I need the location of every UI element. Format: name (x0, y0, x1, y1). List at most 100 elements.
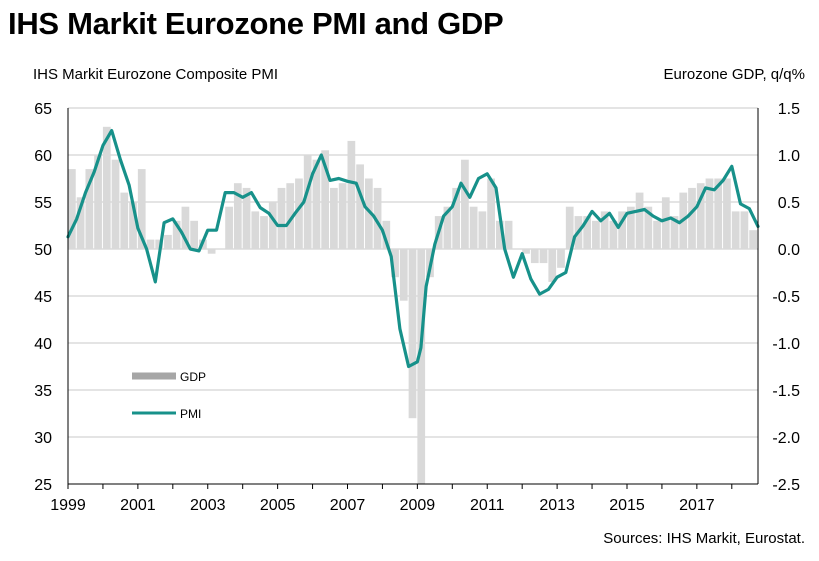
left-tick-label-45: 45 (34, 289, 52, 306)
left-tick-label-65: 65 (34, 101, 52, 118)
left-tick-label-40: 40 (34, 336, 52, 353)
gdp-bar-10 (155, 239, 164, 249)
gdp-bar-47 (478, 211, 487, 249)
gdp-bar-69 (670, 216, 679, 249)
gdp-bar-35 (373, 187, 382, 249)
x-tick-label-2007: 2007 (330, 497, 366, 514)
gdp-bar-53 (530, 249, 539, 264)
gdp-bar-1 (76, 197, 85, 249)
gdp-bar-8 (137, 169, 146, 249)
gdp-bar-75 (723, 178, 731, 249)
gdp-bar-27 (303, 155, 312, 249)
left-tick-label-35: 35 (34, 383, 52, 400)
right-tick-label-0: -2.5 (772, 477, 800, 494)
gdp-bar-40 (417, 249, 426, 484)
x-tick-label-2001: 2001 (120, 497, 156, 514)
gdp-bar-59 (583, 216, 592, 249)
gdp-bar-54 (539, 249, 548, 264)
gdp-bar-4 (102, 126, 111, 249)
x-tick-label-2015: 2015 (609, 497, 645, 514)
gdp-bar-78 (749, 230, 757, 249)
x-axis-ticks: 1999 2001 2003 2005 2007 2009 2011 2013 2015 2017 (50, 497, 715, 514)
left-tick-label-50: 50 (34, 242, 52, 259)
gdp-bar-23 (268, 202, 277, 249)
gdp-bar-25 (286, 183, 295, 249)
gdp-bar-65 (635, 192, 644, 249)
x-tick-label-2017: 2017 (679, 497, 715, 514)
gdp-bar-77 (740, 211, 749, 249)
gdp-bar-61 (600, 211, 609, 249)
x-tick-label-2013: 2013 (539, 497, 575, 514)
gdp-bar-20 (242, 187, 251, 249)
gdp-bar-48 (487, 178, 495, 249)
gdp-bar-76 (731, 211, 740, 249)
gdp-bar-30 (330, 187, 338, 249)
gdp-bar-62 (609, 220, 618, 249)
gdp-bar-6 (120, 192, 129, 249)
gdp-bar-22 (260, 216, 268, 249)
x-tick-label-2003: 2003 (190, 497, 226, 514)
x-tick-label-2005: 2005 (260, 497, 296, 514)
gdp-bar-60 (592, 220, 600, 249)
gdp-bar-68 (661, 197, 670, 249)
right-axis-ticks: -2.5 -2.0 -1.5 -1.0 -0.5 0.0 0.5 1.0 1.5 (772, 101, 800, 494)
gdp-bar-63 (618, 211, 626, 249)
right-tick-label-3: -1.0 (772, 336, 800, 353)
x-tick-label-2009: 2009 (400, 497, 436, 514)
gdp-bar-57 (565, 206, 574, 249)
gdp-bar-7 (129, 202, 137, 249)
gdp-bar-28 (312, 159, 321, 249)
right-tick-label-1: -2.0 (772, 430, 800, 447)
gdp-bar-5 (111, 159, 120, 249)
x-tick-label-1999: 1999 (50, 497, 86, 514)
gdp-bar-36 (382, 220, 391, 249)
gdp-bar-66 (644, 206, 653, 249)
legend-pmi-label: PMI (180, 407, 201, 421)
gdp-bar-73 (705, 178, 714, 249)
gdp-bar-43 (443, 206, 452, 249)
right-tick-label-6: 0.5 (778, 195, 800, 212)
gdp-bar-56 (557, 249, 565, 268)
gdp-bar-13 (181, 206, 190, 249)
right-tick-label-4: -0.5 (772, 289, 800, 306)
x-tick-label-2011: 2011 (470, 497, 505, 514)
right-axis-title: Eurozone GDP, q/q% (663, 66, 805, 83)
gdp-bar-12 (172, 220, 181, 249)
chart-title: IHS Markit Eurozone PMI and GDP (8, 6, 504, 41)
gdp-bar-50 (504, 220, 513, 249)
gdp-bar-45 (461, 159, 469, 249)
right-tick-label-2: -1.5 (772, 383, 800, 400)
left-axis-ticks: 25 30 35 40 45 50 55 60 65 (34, 101, 52, 494)
gdp-bar-72 (696, 183, 705, 249)
gdp-bars (68, 126, 757, 484)
left-axis-title: IHS Markit Eurozone Composite PMI (33, 66, 279, 83)
gdp-bar-71 (688, 187, 696, 249)
right-tick-label-8: 1.5 (778, 101, 800, 118)
gdp-bar-67 (653, 220, 661, 249)
left-tick-label-30: 30 (34, 430, 52, 447)
gdp-bar-74 (714, 178, 723, 249)
gdp-bar-18 (225, 206, 233, 249)
gdp-bar-9 (146, 239, 155, 249)
pmi-series (66, 129, 760, 369)
right-tick-label-5: 0.0 (778, 242, 800, 259)
left-tick-label-55: 55 (34, 195, 52, 212)
gdp-bar-44 (452, 187, 461, 249)
left-tick-label-25: 25 (34, 477, 52, 494)
gdp-bar-19 (233, 183, 242, 249)
gdp-bar-29 (321, 150, 330, 249)
gdp-bar-2 (85, 169, 94, 249)
gdp-bar-34 (364, 178, 373, 249)
left-tick-label-60: 60 (34, 148, 52, 165)
source-note: Sources: IHS Markit, Eurostat. (603, 530, 805, 547)
legend-gdp-label: GDP (180, 370, 206, 384)
right-tick-label-7: 1.0 (778, 148, 800, 165)
gdp-bar-3 (94, 155, 102, 249)
gdp-bar-31 (338, 183, 347, 249)
gdp-bar-21 (251, 211, 260, 249)
gdp-bar-11 (164, 234, 172, 249)
axes (67, 108, 759, 489)
gdp-bar-16 (207, 249, 216, 254)
gdp-bar-55 (548, 249, 557, 282)
